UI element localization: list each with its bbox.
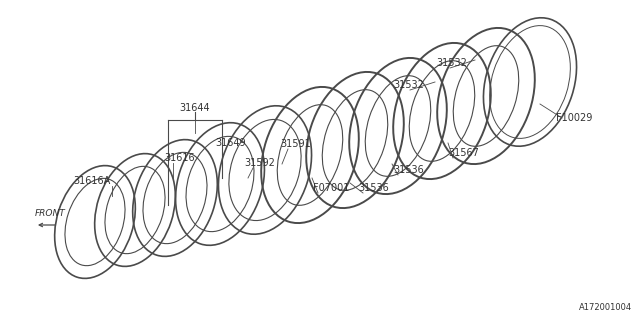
Text: 31616A: 31616A [73,176,110,186]
Text: FRONT: FRONT [35,209,65,218]
Text: A172001004: A172001004 [579,303,632,312]
Text: F07001: F07001 [313,183,349,193]
Text: F10029: F10029 [556,113,593,123]
Text: 31616: 31616 [164,153,195,163]
Text: 31591: 31591 [280,139,311,149]
Text: 31532: 31532 [393,80,424,90]
Text: 31536: 31536 [393,165,424,175]
Text: 31592: 31592 [244,158,275,168]
Text: 31536: 31536 [358,183,388,193]
Text: 31567: 31567 [448,148,479,158]
Text: 31649: 31649 [215,138,246,148]
Text: 31644: 31644 [180,103,211,113]
Text: 31532: 31532 [436,58,467,68]
